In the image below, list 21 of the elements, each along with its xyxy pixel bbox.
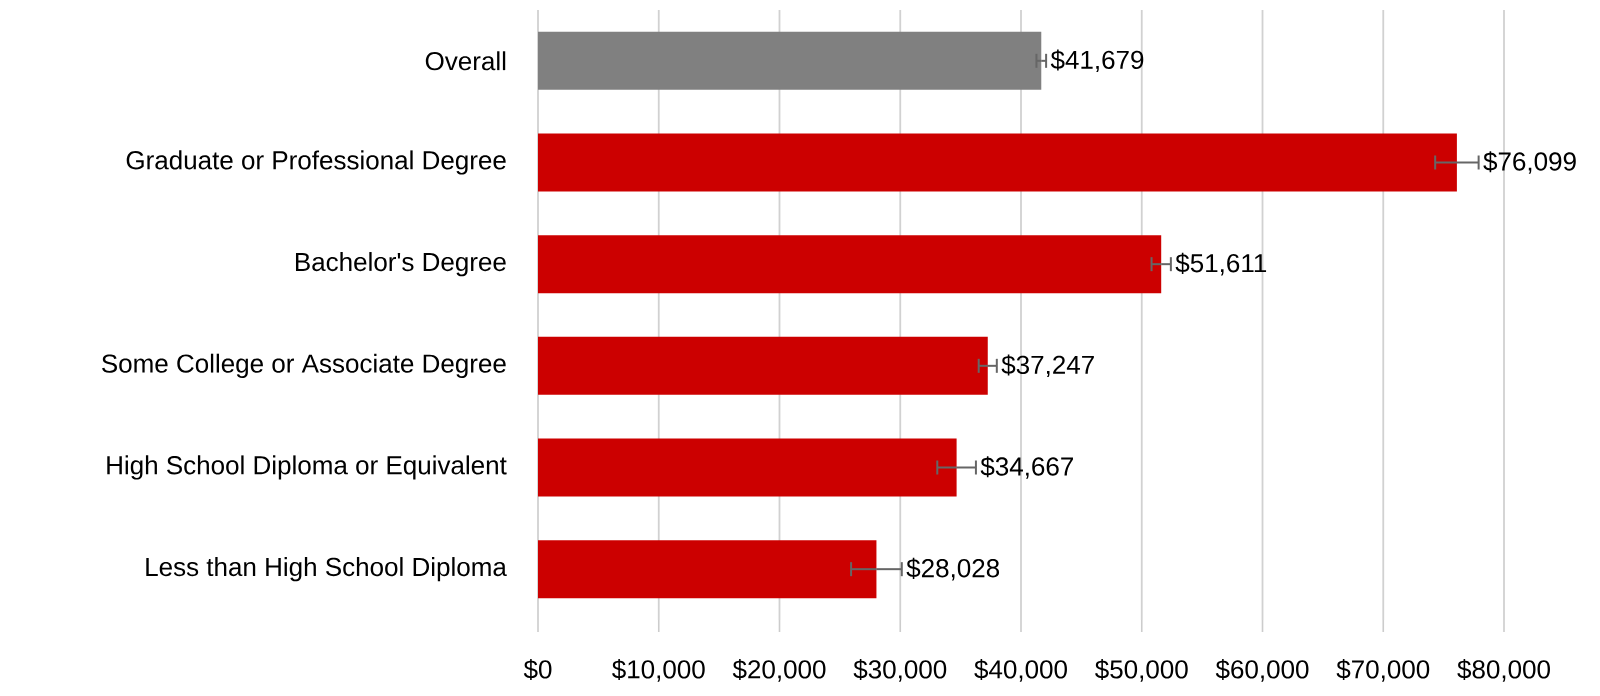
x-tick-label: $70,000 xyxy=(1336,659,1430,682)
data-label: $51,611 xyxy=(1175,252,1267,276)
data-label: $76,099 xyxy=(1483,151,1576,174)
data-label: $34,667 xyxy=(980,456,1073,479)
y-tick-label: Graduate or Professional Degree xyxy=(126,150,506,175)
y-tick-label: Bachelor's Degree xyxy=(295,252,506,277)
data-label: $37,247 xyxy=(1001,354,1094,378)
data-label: $28,028 xyxy=(906,557,1000,581)
x-tick-label: $40,000 xyxy=(974,659,1067,682)
y-tick-label: Overall xyxy=(425,51,506,71)
x-tick-label: $80,000 xyxy=(1457,659,1550,682)
data-label: $41,679 xyxy=(1050,49,1144,73)
x-tick-label: $50,000 xyxy=(1095,659,1188,682)
y-tick-label: High School Diploma or Equivalent xyxy=(107,455,507,480)
x-tick-label: $10,000 xyxy=(612,659,705,682)
x-tick-label: $0 xyxy=(523,659,552,681)
x-tick-label: $60,000 xyxy=(1215,659,1309,682)
x-tick-label: $20,000 xyxy=(732,659,826,682)
y-tick-label: Less than High School Diploma xyxy=(146,557,507,582)
x-tick-label: $30,000 xyxy=(853,659,947,682)
y-tick-label: Some College or Associate Degree xyxy=(102,353,506,378)
